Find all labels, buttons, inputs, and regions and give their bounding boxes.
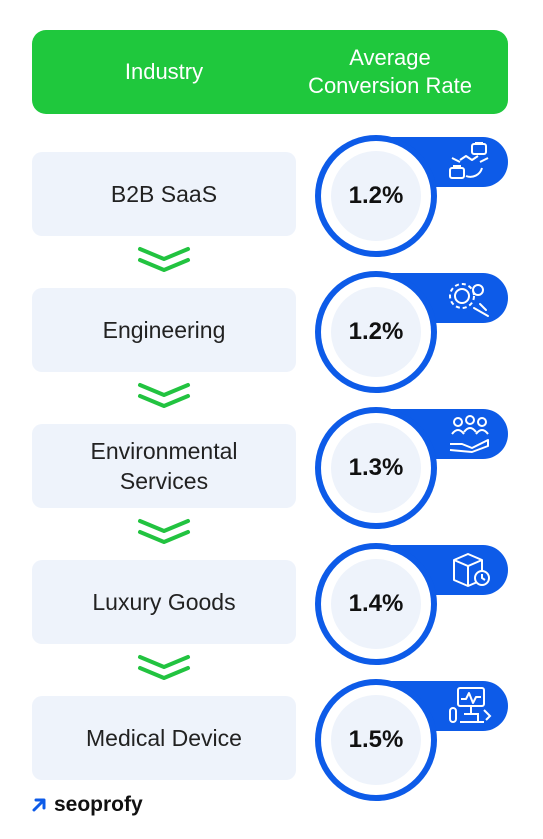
conversion-rate-value: 1.2% [331,151,421,241]
value-circle-ring: 1.2% [321,141,431,251]
table-row: Environmental Services 1.3% [0,407,543,529]
value-circle: 1.2% [315,271,437,393]
chevron-down-icon [138,655,190,680]
shipping-box-icon [453,553,490,587]
industry-name-line: B2B SaaS [110,181,218,207]
industry-label: B2B SaaS [32,152,296,236]
industry-label: Engineering [32,288,296,372]
medical-equipment-icon [449,687,492,723]
value-circle: 1.3% [315,407,437,529]
team-hand-icon [449,415,489,453]
table-row: Luxury Goods 1.4% [0,543,543,665]
gears-tools-icon [449,283,489,317]
table-row: Medical Device 1.5% [0,679,543,801]
industry-name-line: Engineering [102,317,226,343]
brand-logo: seoprofy [30,792,143,818]
industry-label: Luxury Goods [32,560,296,644]
industry-name: Medical Device [86,723,242,753]
industry-name-line: Environmental [90,438,238,464]
value-circle-ring: 1.3% [321,413,431,523]
value-circle-ring: 1.5% [321,685,431,795]
header-industry: Industry [124,59,204,84]
value-circle-ring: 1.2% [321,277,431,387]
value-circle: 1.5% [315,679,437,801]
conversion-rate-value: 1.4% [331,559,421,649]
chevron-down-icon [138,383,190,408]
arrow-up-right-icon [32,798,46,812]
header-conversion-line1: Average [349,45,431,70]
header-conversion-line2: Conversion Rate [308,73,472,98]
value-circle-ring: 1.4% [321,549,431,659]
industry-name: Luxury Goods [92,587,235,617]
industry-label: Medical Device [32,696,296,780]
header-conversion-rate: Average Conversion Rate [272,30,508,114]
industry-label: Environmental Services [32,424,296,508]
chevron-down-icon [138,519,190,544]
conversion-rate-value: 1.5% [331,695,421,785]
industry-name-line: Medical Device [86,725,242,751]
industry-name: Environmental Services [90,436,237,496]
brand-name: seoprofy [54,793,143,816]
business-handshake-icon [449,142,489,179]
table-row: B2B SaaS 1.2% [0,135,543,257]
value-circle: 1.4% [315,543,437,665]
chevron-down-icon [138,247,190,272]
industry-name: Engineering [103,315,226,345]
value-circle: 1.2% [315,135,437,257]
industry-name: B2B SaaS [111,179,217,209]
table-row: Engineering 1.2% [0,271,543,393]
industry-name-line: Luxury Goods [92,589,236,615]
table-header: Industry Average Conversion Rate [32,30,508,114]
conversion-rate-value: 1.2% [331,287,421,377]
conversion-rate-value: 1.3% [331,423,421,513]
industry-name-line: Services [119,468,209,494]
